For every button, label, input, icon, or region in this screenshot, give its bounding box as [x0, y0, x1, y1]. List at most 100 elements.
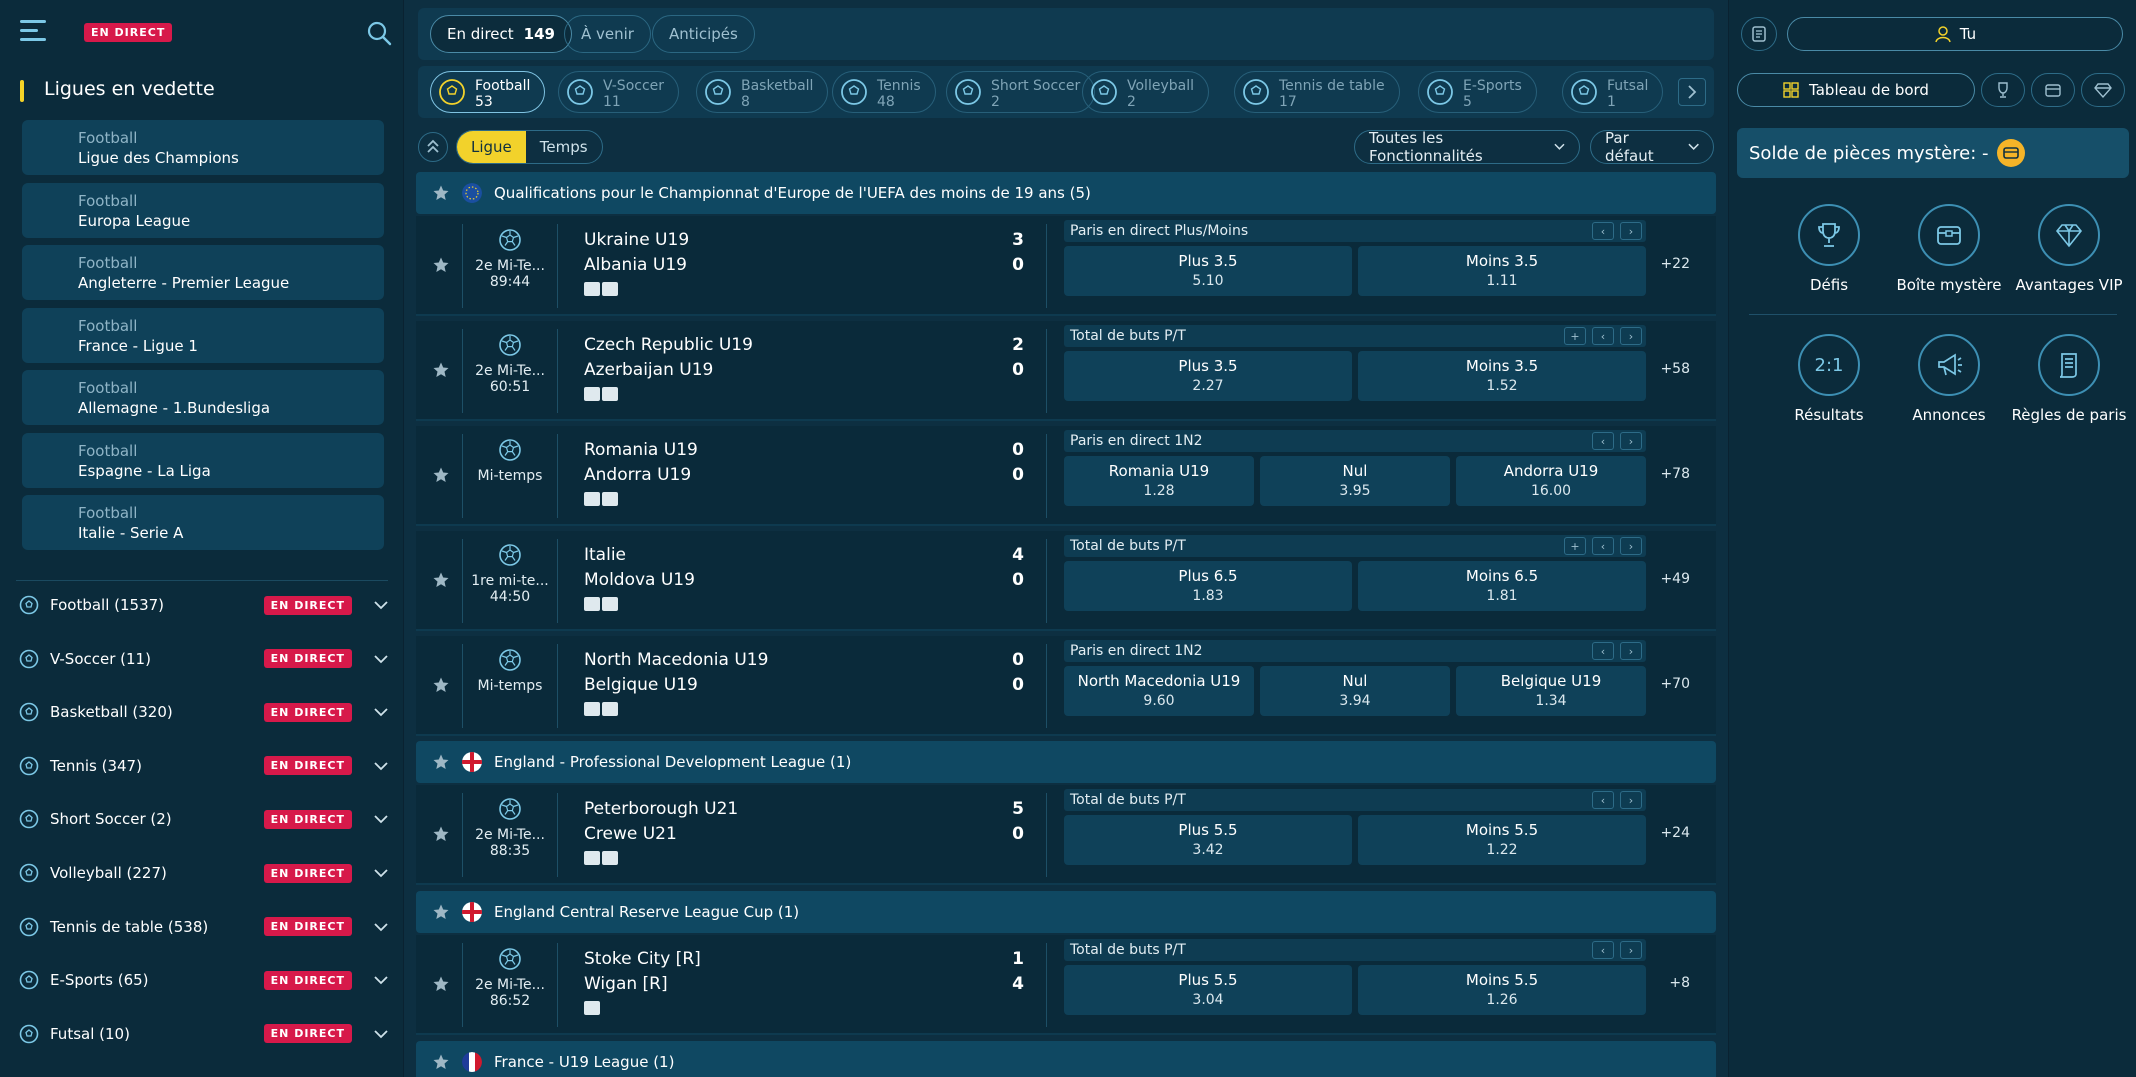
star-icon[interactable] — [432, 256, 450, 274]
challenges-button[interactable]: Défis — [1769, 204, 1889, 294]
chevron-left-icon[interactable]: ‹ — [1592, 941, 1614, 959]
sport-tab-v-soccer[interactable]: V-Soccer 11 — [558, 71, 680, 113]
plus-icon[interactable]: + — [1564, 537, 1586, 555]
odds-button[interactable]: Plus 5.5 3.42 — [1064, 815, 1352, 865]
chevron-down-icon[interactable] — [372, 810, 390, 828]
scroll-right-button[interactable] — [1678, 78, 1706, 106]
betting-rules-button[interactable]: Règles de paris — [2009, 334, 2129, 424]
field-icon[interactable] — [602, 851, 618, 865]
league-header[interactable]: Qualifications pour le Championnat d'Eur… — [416, 172, 1716, 214]
user-button[interactable]: Tu — [1787, 17, 2123, 51]
field-icon[interactable] — [602, 597, 618, 611]
match-row[interactable]: 2e Mi-Te... 60:51 Czech Republic U19 2 Azerb… — [416, 321, 1716, 421]
dashboard-button[interactable]: Tableau de bord — [1737, 73, 1975, 107]
chevron-right-icon[interactable]: › — [1620, 537, 1642, 555]
featured-league-item[interactable]: Football Ligue des Champions — [22, 120, 384, 175]
chevron-left-icon[interactable]: ‹ — [1592, 642, 1614, 660]
league-header[interactable]: England Central Reserve League Cup (1) — [416, 891, 1716, 933]
menu-icon[interactable] — [20, 20, 46, 42]
trophy-icon[interactable] — [1981, 73, 2025, 107]
league-header[interactable]: England - Professional Development Leagu… — [416, 741, 1716, 783]
field-icon[interactable] — [602, 702, 618, 716]
sport-tab-futsal[interactable]: Futsal 1 — [1562, 71, 1664, 113]
star-icon[interactable] — [432, 361, 450, 379]
odds-button[interactable]: North Macedonia U19 9.60 — [1064, 666, 1254, 716]
featured-league-item[interactable]: Football Italie - Serie A — [22, 495, 384, 550]
star-icon[interactable] — [432, 753, 450, 771]
chevron-right-icon[interactable]: › — [1620, 791, 1642, 809]
sidebar-sport-item[interactable]: Tennis de table (538) EN DIRECT — [18, 912, 390, 942]
vip-benefits-button[interactable]: Avantages VIP — [2009, 204, 2129, 294]
chevron-right-icon[interactable]: › — [1620, 327, 1642, 345]
match-row[interactable]: 1re mi-te... 44:50 Italie 4 Moldova U19 0 Tota… — [416, 531, 1716, 631]
chevron-left-icon[interactable]: ‹ — [1592, 791, 1614, 809]
sport-tab-tennis[interactable]: Tennis 48 — [832, 71, 936, 113]
more-markets-link[interactable]: +70 — [1660, 676, 1690, 692]
chevron-down-icon[interactable] — [372, 596, 390, 614]
tab-anticipated[interactable]: Anticipés — [652, 15, 755, 53]
chevron-down-icon[interactable] — [372, 1025, 390, 1043]
chevron-down-icon[interactable] — [372, 864, 390, 882]
more-markets-link[interactable]: +58 — [1660, 361, 1690, 377]
star-icon[interactable] — [432, 825, 450, 843]
chevron-left-icon[interactable]: ‹ — [1592, 537, 1614, 555]
chevron-left-icon[interactable]: ‹ — [1592, 327, 1614, 345]
sport-tab-basketball[interactable]: Basketball 8 — [696, 71, 829, 113]
sidebar-sport-item[interactable]: Futsal (10) EN DIRECT — [18, 1019, 390, 1049]
sidebar-sport-item[interactable]: E-Sports (65) EN DIRECT — [18, 965, 390, 995]
chevron-right-icon[interactable]: › — [1620, 432, 1642, 450]
sidebar-sport-item[interactable]: Football (1537) EN DIRECT — [18, 590, 390, 620]
featured-league-item[interactable]: Football France - Ligue 1 — [22, 308, 384, 363]
odds-button[interactable]: Moins 5.5 1.22 — [1358, 815, 1646, 865]
sidebar-sport-item[interactable]: Tennis (347) EN DIRECT — [18, 751, 390, 781]
featured-league-item[interactable]: Football Allemagne - 1.Bundesliga — [22, 370, 384, 425]
odds-button[interactable]: Belgique U19 1.34 — [1456, 666, 1646, 716]
star-icon[interactable] — [432, 466, 450, 484]
search-icon[interactable] — [366, 20, 392, 46]
sidebar-sport-item[interactable]: Basketball (320) EN DIRECT — [18, 697, 390, 727]
chevron-right-icon[interactable]: › — [1620, 642, 1642, 660]
featured-league-item[interactable]: Football Europa League — [22, 183, 384, 238]
star-icon[interactable] — [432, 571, 450, 589]
stats-icon[interactable] — [584, 1001, 600, 1015]
tab-live[interactable]: En direct 149 — [430, 15, 572, 53]
sort-dropdown[interactable]: Par défaut — [1590, 129, 1714, 165]
sport-tab-volleyball[interactable]: Volleyball 2 — [1082, 71, 1209, 113]
more-markets-link[interactable]: +8 — [1669, 975, 1690, 991]
odds-button[interactable]: Moins 5.5 1.26 — [1358, 965, 1646, 1015]
odds-button[interactable]: Moins 6.5 1.81 — [1358, 561, 1646, 611]
tab-upcoming[interactable]: À venir — [564, 15, 651, 53]
stats-icon[interactable] — [584, 282, 600, 296]
field-icon[interactable] — [602, 282, 618, 296]
announcements-button[interactable]: Annonces — [1889, 334, 2009, 424]
results-button[interactable]: 2:1 Résultats — [1769, 334, 1889, 424]
sport-tab-short-soccer[interactable]: Short Soccer 2 — [946, 71, 1096, 113]
mystery-box-icon[interactable] — [2031, 73, 2075, 107]
chevron-down-icon[interactable] — [372, 703, 390, 721]
chevron-right-icon[interactable]: › — [1620, 222, 1642, 240]
odds-button[interactable]: Plus 3.5 5.10 — [1064, 246, 1352, 296]
star-icon[interactable] — [432, 903, 450, 921]
chevron-down-icon[interactable] — [372, 650, 390, 668]
odds-button[interactable]: Romania U19 1.28 — [1064, 456, 1254, 506]
group-by-league[interactable]: Ligue — [457, 131, 526, 163]
sport-tab-e-sports[interactable]: E-Sports 5 — [1418, 71, 1537, 113]
more-markets-link[interactable]: +49 — [1660, 571, 1690, 587]
star-icon[interactable] — [432, 1053, 450, 1071]
odds-button[interactable]: Andorra U19 16.00 — [1456, 456, 1646, 506]
group-by-time[interactable]: Temps — [539, 138, 588, 156]
odds-button[interactable]: Plus 6.5 1.83 — [1064, 561, 1352, 611]
stats-icon[interactable] — [584, 851, 600, 865]
odds-button[interactable]: Moins 3.5 1.52 — [1358, 351, 1646, 401]
odds-button[interactable]: Plus 3.5 2.27 — [1064, 351, 1352, 401]
star-icon[interactable] — [432, 975, 450, 993]
sidebar-sport-item[interactable]: V-Soccer (11) EN DIRECT — [18, 644, 390, 674]
match-row[interactable]: Mi-temps North Macedonia U19 0 Belgique U19… — [416, 636, 1716, 736]
field-icon[interactable] — [602, 492, 618, 506]
match-row[interactable]: 2e Mi-Te... 88:35 Peterborough U21 5 Crewe U… — [416, 785, 1716, 885]
featured-league-item[interactable]: Football Espagne - La Liga — [22, 433, 384, 488]
sidebar-sport-item[interactable]: Volleyball (227) EN DIRECT — [18, 858, 390, 888]
diamond-icon[interactable] — [2081, 73, 2125, 107]
stats-icon[interactable] — [584, 492, 600, 506]
league-header[interactable]: France - U19 League (1) — [416, 1041, 1716, 1077]
